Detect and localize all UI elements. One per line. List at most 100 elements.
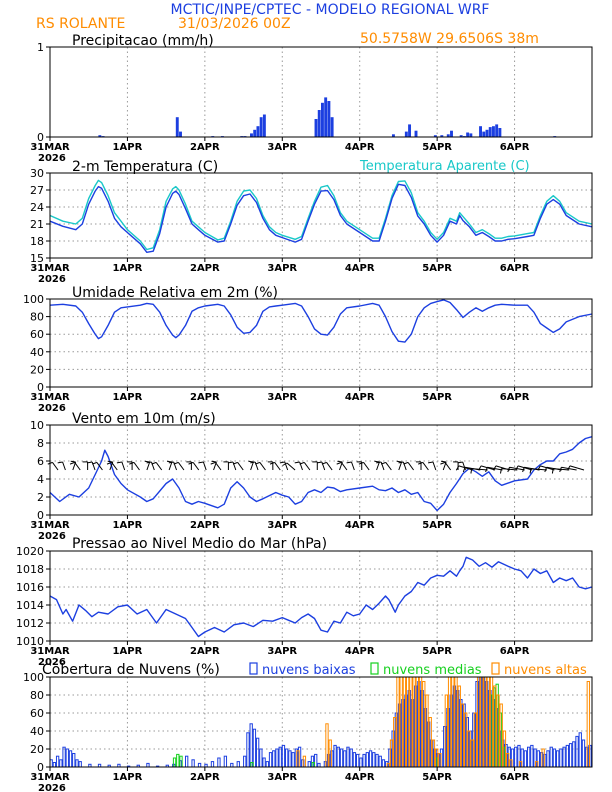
precip-bar (321, 102, 324, 137)
wind-barb (407, 462, 415, 471)
cloud-bar-nuvens-baixas (578, 732, 582, 768)
cloud-bar-nuvens-baixas (549, 746, 553, 768)
wind-barb-flag (92, 461, 98, 465)
wind-barb (540, 465, 555, 471)
wind-barb-flag (358, 461, 364, 465)
precip-bar (495, 124, 499, 137)
cloud-bar-nuvens-baixas (281, 744, 286, 768)
wind-barb-flag (470, 468, 473, 474)
cloud-bar-nuvens-baixas (246, 732, 250, 768)
precip-bar (450, 130, 453, 137)
wind-barb-flag (129, 461, 135, 465)
x-tick-label: 4APR (345, 520, 375, 531)
wind-barb (530, 468, 548, 471)
wind-barb (501, 468, 518, 471)
precip-bar (414, 130, 418, 137)
y-tick-label: 0 (37, 509, 44, 522)
precip-bar (404, 131, 408, 137)
x-tick-sublabel: 2026 (38, 274, 66, 285)
x-tick-label: 1APR (113, 392, 143, 403)
cloud-bar-nuvens-baixas (317, 762, 321, 768)
precip-bar (324, 97, 328, 137)
cloud-bar-nuvens-baixas (581, 739, 586, 768)
cloud-bar-nuvens-baixas (381, 759, 386, 768)
wind-barb-flag (507, 467, 510, 473)
wind-barb-flag (87, 461, 93, 464)
cloud-bar-nuvens-baixas (307, 761, 311, 768)
cloud-bar-nuvens-baixas (59, 759, 63, 768)
wind-barb (173, 461, 178, 471)
y-tick-label: 40 (30, 725, 44, 738)
cloud-bar-nuvens-baixas (552, 748, 557, 768)
x-tick-label: 1APR (113, 142, 143, 153)
precip-bar (491, 126, 495, 137)
wind-barb-flag (57, 461, 63, 464)
wind-barb-flag (321, 461, 327, 465)
cloud-bar-nuvens-medias (176, 753, 180, 768)
y-tick-label: 60 (30, 707, 44, 720)
x-tick-label: 1APR (113, 263, 143, 274)
panel-temp: 2-m Temperatura (C) Temperatura Aparente… (30, 159, 593, 285)
panel-frame (49, 676, 593, 768)
y-tick-label: 1020 (16, 545, 44, 558)
x-tick-sublabel: 2026 (38, 531, 66, 542)
cloud-bar-nuvens-baixas (191, 759, 195, 768)
precip-bar (179, 131, 182, 137)
x-tick-label: 5APR (422, 772, 452, 783)
x-tick-sublabel: 2026 (38, 657, 66, 668)
cloud-bar-nuvens-baixas (546, 750, 550, 768)
wind-barb-flag (106, 461, 112, 465)
precip-bar (262, 114, 266, 137)
cloud-bar-nuvens-baixas (223, 755, 228, 768)
wind-barb (398, 461, 403, 471)
y-tick-label: 40 (30, 346, 44, 359)
cloud-bar-nuvens-baixas (252, 728, 257, 768)
precip-bar (482, 131, 486, 137)
wind-barb-flag (146, 461, 152, 464)
y-tick-label: 27 (30, 184, 44, 197)
wind-barb (380, 461, 385, 471)
wind-barb-flag (248, 460, 254, 463)
wind-barb-flag (428, 461, 434, 464)
cloud-bar-nuvens-baixas (559, 748, 563, 768)
series-line-umidade-relativa (49, 299, 593, 343)
wind-barb-flag (337, 460, 343, 463)
wind-barb-flag (544, 467, 548, 473)
x-tick-label: 6APR (500, 646, 530, 657)
wind-barb-flag (279, 461, 285, 464)
x-tick-label: 31MAR (30, 263, 70, 274)
y-tick-label: 4 (37, 473, 44, 486)
wind-barb (250, 461, 254, 471)
cloud-bar-nuvens-baixas (146, 762, 150, 768)
cloud-bar-nuvens-baixas (72, 753, 76, 768)
wind-barb-flag (455, 465, 460, 471)
x-tick-label: 6APR (500, 772, 530, 783)
wind-barb (91, 461, 96, 471)
x-tick-label: 2APR (190, 142, 220, 153)
y-tick-label: 30 (30, 167, 44, 180)
precip-bar (459, 135, 463, 137)
x-tick-label: 3APR (267, 646, 297, 657)
cloud-bar-nuvens-baixas (262, 757, 266, 768)
precip-bar (469, 133, 473, 137)
cloud-bar-nuvens-baixas (185, 755, 189, 768)
wind-barb-flag (380, 461, 386, 465)
wind-barb-flag (537, 465, 541, 471)
precip-bar (314, 119, 318, 137)
cloud-bar-nuvens-baixas (372, 752, 376, 768)
precip-bar (408, 124, 412, 137)
wind-barb (569, 465, 585, 471)
y-tick-label: 60 (30, 328, 44, 341)
x-tick-label: 2APR (190, 772, 220, 783)
wind-barb-flag (336, 461, 342, 465)
series-line-temperatura (49, 183, 593, 253)
y-tick-label: 1012 (16, 617, 44, 630)
cloud-bar-nuvens-baixas (259, 748, 263, 768)
precip-bar (175, 117, 179, 137)
x-tick-label: 1APR (113, 520, 143, 531)
legend-swatch-high (491, 662, 500, 675)
y-tick-label: 1016 (16, 581, 44, 594)
precip-bar (433, 135, 437, 137)
